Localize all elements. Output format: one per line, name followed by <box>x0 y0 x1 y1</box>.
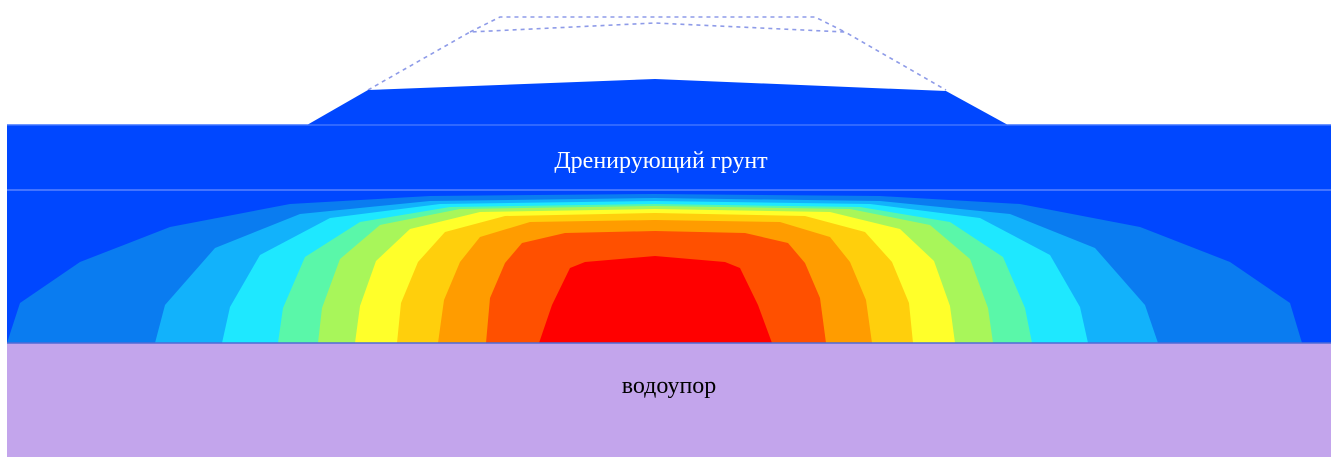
draining-soil-label: Дренирующий грунт <box>554 148 768 174</box>
embankment-outline <box>367 16 947 91</box>
aquiclude-layer <box>7 343 1331 457</box>
embankment-body <box>307 79 1008 125</box>
aquiclude-label: водоупор <box>622 373 717 399</box>
pressure-contours <box>7 194 1302 343</box>
contour-band-10 <box>539 256 772 343</box>
